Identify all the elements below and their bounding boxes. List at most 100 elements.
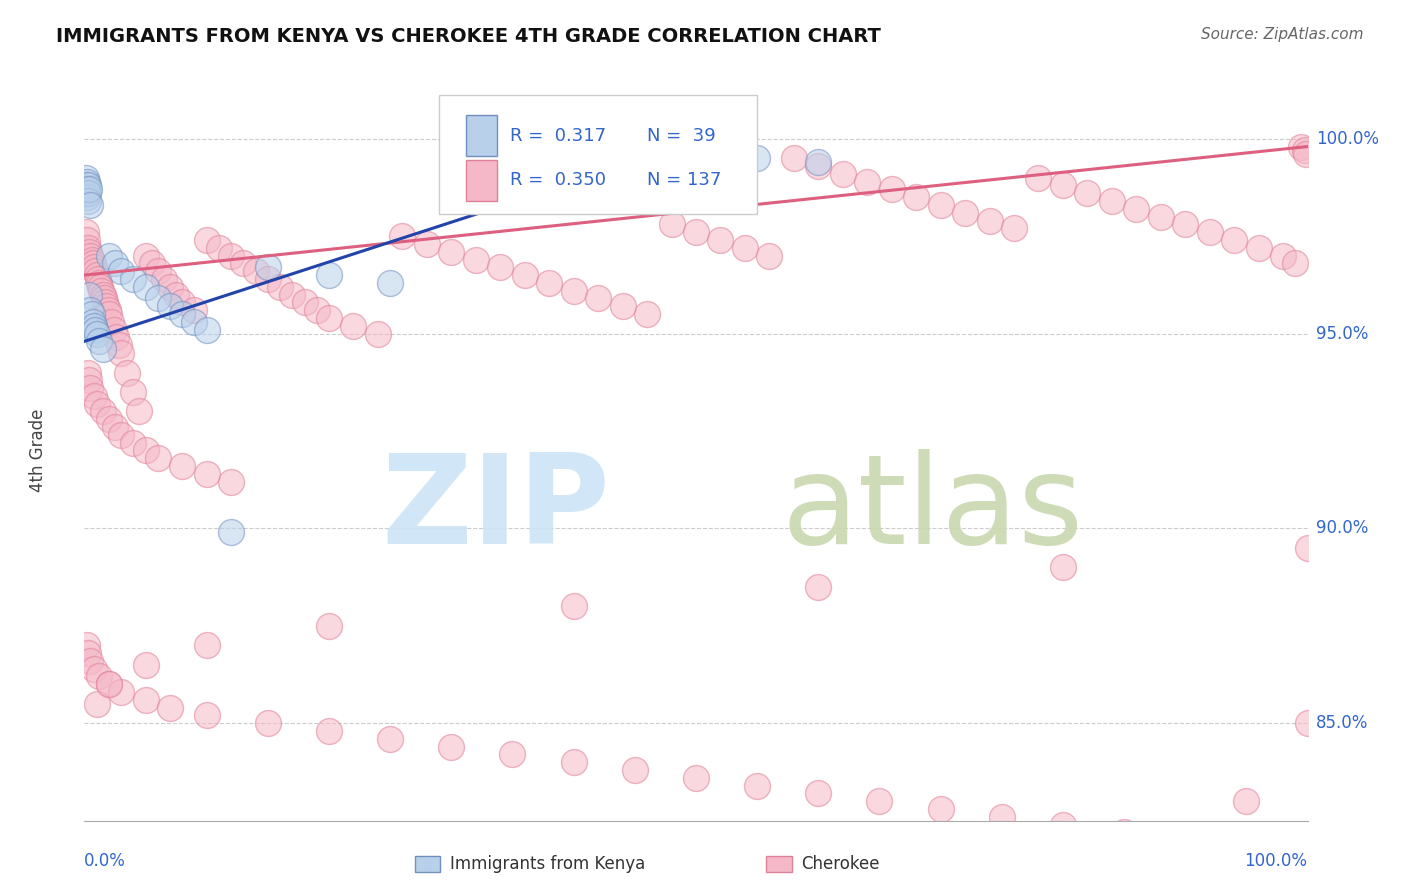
Point (76, 638, 98, 652)
Point (1236, 794, 1258, 808)
Point (93, 292, 115, 306)
Point (831, 167, 853, 181)
Point (90, 284, 112, 298)
Point (489, 260, 512, 275)
Point (153, 272, 176, 286)
Point (135, 693, 157, 707)
Point (1284, 256, 1306, 270)
Point (97, 303, 120, 318)
Point (172, 458, 194, 473)
Point (1272, 249, 1295, 263)
Point (146, 292, 169, 306)
Point (783, 151, 806, 165)
Point (562, 599, 585, 614)
Point (1296, 541, 1319, 555)
Point (747, 151, 769, 165)
Point (464, 252, 486, 267)
Point (624, 144, 647, 158)
Point (734, 241, 756, 255)
Point (159, 299, 181, 313)
Point (86, 268, 108, 282)
Text: 85.0%: 85.0% (1316, 714, 1368, 732)
Point (318, 310, 340, 325)
Point (807, 580, 830, 594)
Point (77, 244, 100, 259)
Point (77, 373, 100, 387)
Point (79, 654, 101, 668)
Point (91, 287, 114, 301)
Text: 90.0%: 90.0% (1316, 519, 1368, 537)
Point (685, 771, 707, 785)
Point (636, 307, 658, 321)
Point (416, 236, 439, 251)
Text: N = 137: N = 137 (647, 171, 721, 189)
Point (661, 218, 683, 232)
Point (94, 295, 117, 310)
Point (502, 747, 524, 762)
FancyBboxPatch shape (439, 95, 758, 213)
Point (1052, 178, 1074, 193)
Point (75, 178, 97, 193)
Point (104, 420, 127, 434)
Point (758, 249, 780, 263)
Point (807, 155, 830, 169)
Point (869, 794, 891, 808)
Point (991, 810, 1014, 824)
Point (281, 287, 304, 301)
Point (1150, 210, 1173, 224)
Point (96, 299, 118, 313)
Point (135, 657, 157, 672)
Point (318, 619, 340, 633)
Point (107, 338, 129, 352)
Point (87, 334, 110, 349)
Point (305, 303, 328, 318)
Point (80, 252, 103, 267)
Point (1002, 221, 1025, 235)
Point (380, 276, 402, 290)
Point (79, 198, 101, 212)
Point (562, 284, 585, 298)
Point (97, 677, 120, 691)
Point (82, 315, 104, 329)
Text: Immigrants from Kenya: Immigrants from Kenya (450, 855, 645, 873)
Point (76, 233, 98, 247)
Point (538, 276, 561, 290)
Point (83, 318, 105, 333)
Point (110, 685, 132, 699)
Text: 100.0%: 100.0% (1244, 852, 1308, 870)
Point (122, 435, 145, 450)
Point (75, 225, 97, 239)
Point (84, 264, 107, 278)
Point (183, 303, 205, 318)
Text: 95.0%: 95.0% (1316, 325, 1368, 343)
Point (880, 182, 903, 196)
Point (83, 260, 105, 275)
Point (86, 326, 108, 341)
Point (103, 323, 125, 337)
Text: 100.0%: 100.0% (1316, 129, 1379, 148)
Point (115, 366, 138, 380)
Point (624, 763, 647, 777)
Point (135, 280, 157, 294)
Point (1291, 139, 1313, 153)
Point (1052, 560, 1074, 574)
Point (122, 272, 145, 286)
Point (195, 638, 218, 652)
Point (380, 731, 402, 746)
Point (709, 233, 731, 247)
Point (86, 397, 108, 411)
Point (77, 182, 100, 196)
Point (1101, 194, 1123, 208)
Point (257, 272, 280, 286)
Point (391, 229, 413, 244)
Text: 4th Grade: 4th Grade (30, 409, 46, 492)
Point (97, 307, 120, 321)
Point (83, 389, 105, 403)
Point (77, 178, 100, 193)
Point (146, 264, 169, 278)
Text: ZIP: ZIP (381, 450, 610, 570)
Point (440, 739, 463, 754)
Point (80, 307, 103, 321)
Point (685, 147, 707, 161)
Point (562, 755, 585, 769)
